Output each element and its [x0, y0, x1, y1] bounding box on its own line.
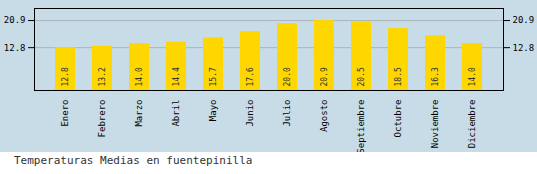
svg-text:Mayo: Mayo [208, 100, 218, 122]
svg-text:Febrero: Febrero [97, 100, 107, 138]
svg-text:20.9: 20.9 [513, 15, 535, 25]
svg-text:20.0: 20.0 [283, 67, 292, 86]
svg-text:12.8: 12.8 [513, 43, 535, 53]
svg-text:Julio: Julio [282, 100, 292, 127]
svg-text:20.9: 20.9 [4, 15, 26, 25]
svg-text:Agosto: Agosto [319, 100, 329, 133]
svg-text:Octubre: Octubre [393, 100, 403, 138]
svg-text:Marzo: Marzo [134, 100, 144, 127]
svg-text:12.8: 12.8 [61, 67, 70, 86]
svg-text:Junio: Junio [245, 100, 255, 127]
svg-text:15.7: 15.7 [209, 67, 218, 86]
svg-text:13.2: 13.2 [98, 67, 107, 86]
svg-text:14.0: 14.0 [135, 67, 144, 86]
svg-text:Diciembre: Diciembre [467, 100, 477, 149]
svg-text:Abril: Abril [171, 100, 181, 127]
svg-text:14.4: 14.4 [172, 67, 181, 86]
html-text:Temperaturas Medias en fuentep: Temperaturas Medias en fuentepinilla [14, 154, 253, 167]
svg-text:20.9: 20.9 [320, 67, 329, 86]
svg-text:Noviembre: Noviembre [430, 100, 440, 149]
svg-text:18.5: 18.5 [394, 67, 403, 86]
svg-text:20.5: 20.5 [357, 67, 366, 86]
svg-text:Enero: Enero [60, 100, 70, 127]
svg-text:Septiembre: Septiembre [356, 100, 366, 153]
svg-text:14.0: 14.0 [468, 67, 477, 86]
svg-text:17.6: 17.6 [246, 67, 255, 86]
svg-text:12.8: 12.8 [4, 43, 26, 53]
svg-text:16.3: 16.3 [431, 67, 440, 86]
